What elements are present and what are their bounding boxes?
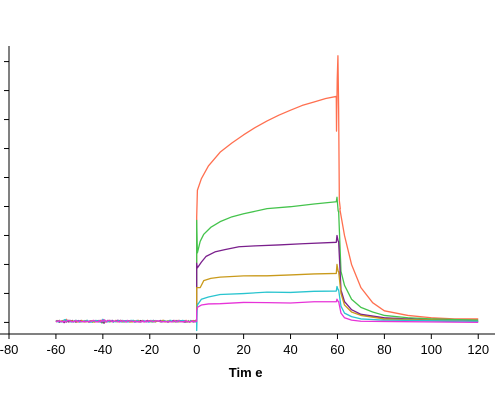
x-tick-label: 20 [236,342,250,357]
x-tick-label: 120 [467,342,489,357]
series-layer [55,55,479,332]
y-ticks [4,61,9,323]
x-tick-label: 40 [283,342,297,357]
x-tick-label: 0 [193,342,200,357]
x-tick-label: 60 [330,342,344,357]
series-line [55,298,479,324]
x-tick-label: -20 [140,342,159,357]
x-tick-label: 80 [377,342,391,357]
x-tick-label: -40 [93,342,112,357]
x-axis-title: Tim e [229,365,263,380]
x-ticks: -80 -60 -40 -20 0 20 40 60 80 100 120 [0,334,489,357]
x-tick-label: -60 [47,342,66,357]
x-tick-label: -80 [0,342,18,357]
x-tick-label: 100 [420,342,442,357]
axes-layer: -80 -60 -40 -20 0 20 40 60 80 100 120 [0,46,495,357]
